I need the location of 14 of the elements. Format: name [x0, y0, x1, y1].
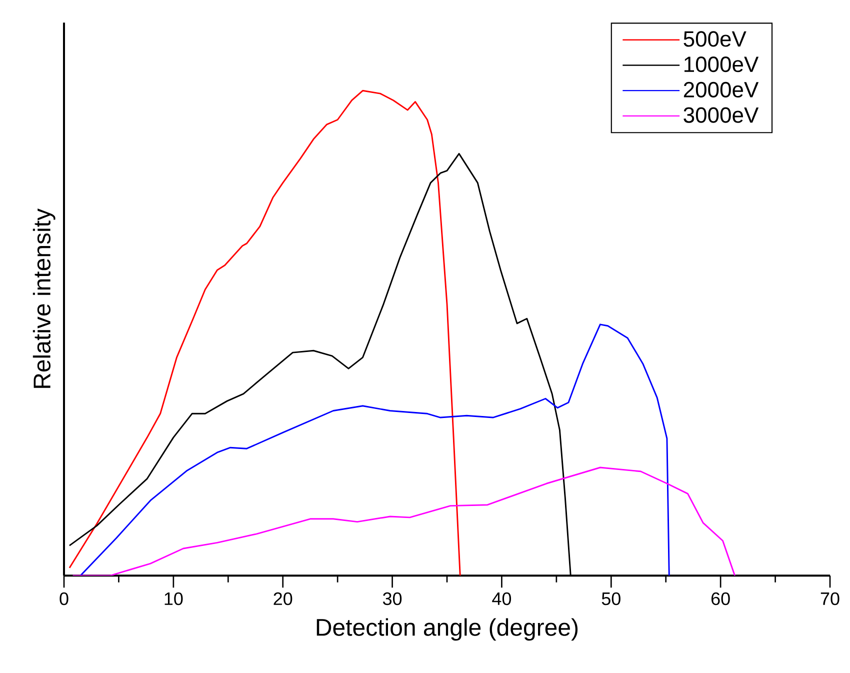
x-tick-label: 20	[274, 592, 292, 606]
x-tick-label: 10	[164, 592, 183, 606]
legend-label: 500eV	[684, 31, 746, 47]
x-tick-label: 40	[492, 592, 512, 606]
legend-label: 1000eV	[684, 56, 759, 72]
x-tick-label: 60	[711, 592, 730, 606]
legend-label: 3000eV	[684, 107, 759, 123]
x-tick-label: 50	[602, 592, 620, 606]
legend-label: 2000eV	[684, 82, 759, 98]
y-axis-title: Relative intensity	[32, 208, 56, 388]
x-tick-label: 70	[820, 592, 840, 606]
x-tick-label: 0	[60, 592, 68, 606]
x-axis-title: Detection angle (degree)	[316, 618, 578, 641]
x-tick-label: 30	[382, 592, 402, 606]
